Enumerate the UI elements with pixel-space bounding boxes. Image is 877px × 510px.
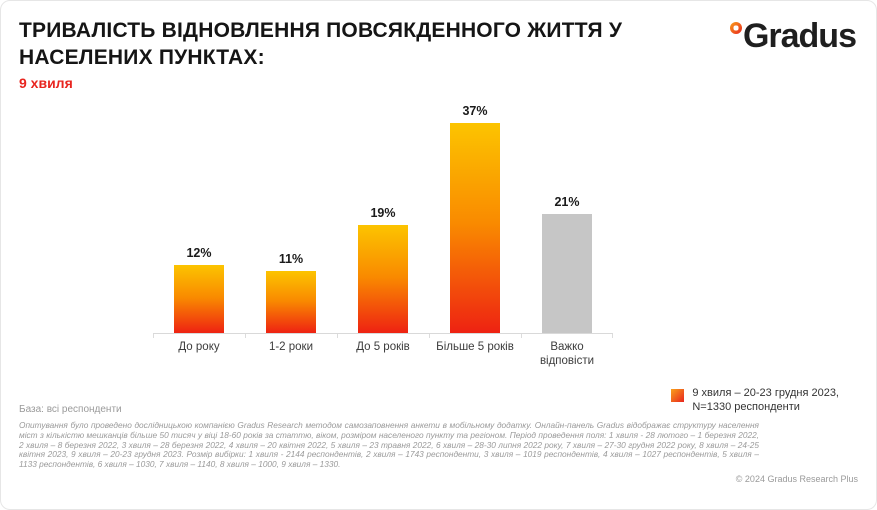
bar-value-label: 21%	[554, 195, 580, 209]
legend-label: 9 хвиля – 20-23 грудня 2023, N=1330 респ…	[692, 387, 839, 414]
x-axis-label: 1-2 роки	[268, 341, 314, 353]
bar-value-label: 11%	[278, 252, 304, 266]
bar-group: 21%	[521, 195, 613, 333]
x-axis-label: До 5 років	[356, 341, 410, 353]
axis-tick	[429, 334, 430, 338]
legend-line-2: N=1330 респонденти	[692, 400, 800, 413]
axis-tick	[521, 334, 522, 338]
x-axis-line	[153, 333, 613, 338]
bar-group: 11%	[245, 252, 337, 333]
wave-subtitle: 9 хвиля	[19, 75, 73, 91]
bar-chart: 12% 11% 19% 37% 21% До року 1-2 роки До 5 рокі…	[153, 104, 613, 368]
bar-3	[358, 225, 408, 333]
base-note: База: всі респонденти	[19, 404, 122, 415]
methodology-note: Опитування було проведено дослідницькою …	[19, 420, 759, 470]
bar-chart-plot: 12% 11% 19% 37% 21%	[153, 104, 613, 333]
axis-tick	[153, 334, 154, 338]
bar-2	[266, 271, 316, 333]
gradus-logo-text: Gradus	[742, 17, 857, 55]
page-title: ТРИВАЛІСТЬ ВІДНОВЛЕННЯ ПОВСЯКДЕННОГО ЖИТ…	[19, 19, 623, 69]
gradus-degree-icon	[729, 22, 742, 34]
bar-4	[450, 123, 500, 333]
axis-tick	[245, 334, 246, 338]
bar-5	[542, 214, 592, 333]
axis-tick	[337, 334, 338, 338]
bar-group: 19%	[337, 206, 429, 333]
bar-value-label: 12%	[186, 246, 212, 260]
legend-swatch	[671, 389, 685, 402]
bar-value-label: 19%	[370, 206, 396, 220]
bar-1	[174, 265, 224, 333]
axis-tick	[612, 334, 613, 338]
chart-legend: 9 хвиля – 20-23 грудня 2023, N=1330 респ…	[671, 387, 839, 414]
gradus-logo: Gradus	[729, 17, 857, 55]
bar-group: 12%	[153, 246, 245, 333]
bar-group: 37%	[429, 104, 521, 333]
legend-line-1: 9 хвиля – 20-23 грудня 2023,	[692, 387, 839, 399]
copyright: © 2024 Gradus Research Plus	[735, 474, 858, 484]
x-axis-label: До року	[178, 341, 220, 353]
bar-value-label: 37%	[462, 104, 488, 118]
x-axis-label: Більше 5 років	[436, 341, 514, 353]
x-axis-labels: До року 1-2 роки До 5 років Більше 5 років В…	[153, 340, 613, 368]
x-axis-label: Важко відповісти	[539, 341, 595, 367]
